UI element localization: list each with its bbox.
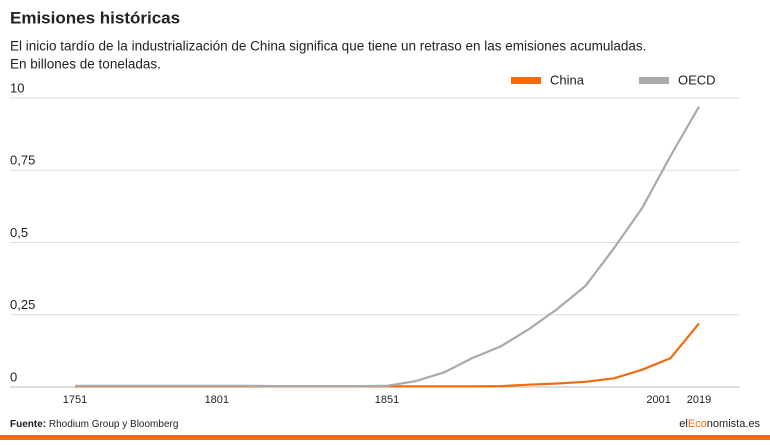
chart-title: Emisiones históricas (10, 8, 180, 27)
unit-note: En billones de toneladas. (10, 57, 161, 72)
x-tick-label: 1851 (375, 394, 399, 406)
legend-swatch (511, 77, 541, 84)
y-tick-label: 0,75 (10, 153, 35, 168)
brand-part: nomista.es (707, 418, 761, 430)
source-text: Rhodium Group y Bloomberg (49, 419, 179, 430)
line (75, 322, 700, 388)
x-tick-label: 1801 (205, 394, 229, 406)
subtitle: El inicio tardío de la industrialización… (10, 39, 646, 54)
legend-label: China (550, 72, 585, 87)
y-tick-label: 10 (10, 80, 24, 95)
brand: elEconomista.es (679, 418, 760, 430)
brand-part: Eco (688, 418, 707, 430)
brand-part: el (679, 418, 688, 430)
legend-label: OECD (678, 72, 716, 87)
y-tick-label: 0 (10, 369, 17, 384)
source-label: Fuente: (10, 419, 46, 430)
x-tick-label: 1751 (63, 394, 87, 406)
legend-swatch (639, 77, 669, 84)
y-tick-label: 0,25 (10, 297, 35, 312)
source: Fuente: Rhodium Group y Bloomberg (10, 419, 178, 430)
x-tick-label: 2001 (646, 394, 670, 406)
line (75, 106, 700, 388)
x-tick-label: 2019 (687, 394, 711, 406)
footer-bar (0, 435, 770, 440)
y-tick-label: 0,5 (10, 225, 28, 240)
